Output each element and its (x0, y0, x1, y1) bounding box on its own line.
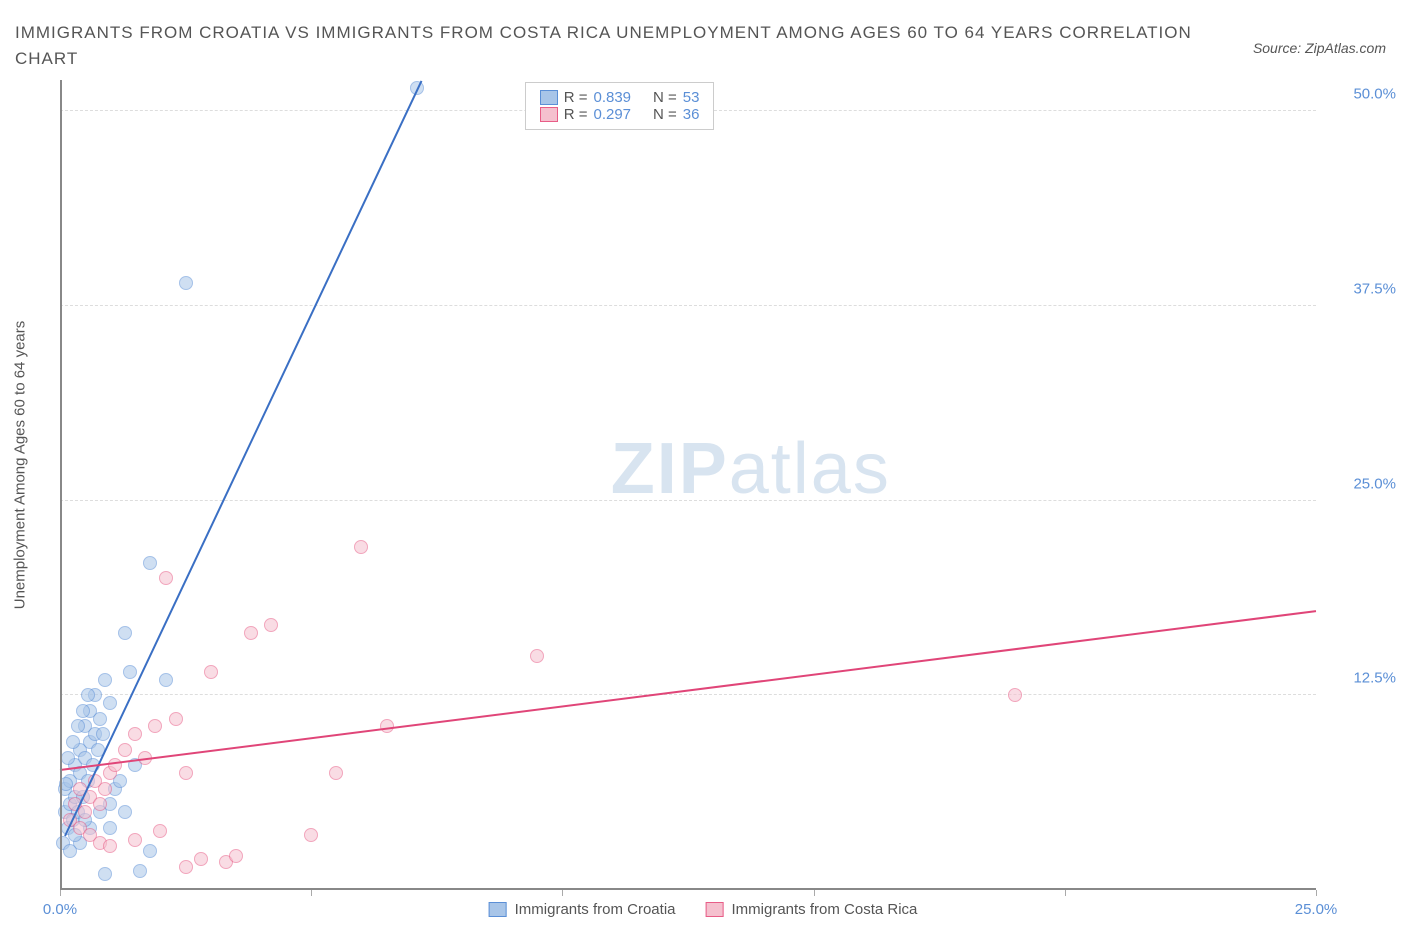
trend-line (64, 81, 423, 837)
x-tick-label: 0.0% (43, 901, 77, 918)
scatter-point (264, 618, 278, 632)
scatter-point (133, 864, 147, 878)
scatter-point (118, 743, 132, 757)
legend-swatch (706, 902, 724, 917)
scatter-point (98, 867, 112, 881)
series-legend-item: Immigrants from Croatia (489, 901, 676, 918)
scatter-point (128, 833, 142, 847)
legend-swatch (540, 107, 558, 122)
scatter-point (76, 704, 90, 718)
chart-title: IMMIGRANTS FROM CROATIA VS IMMIGRANTS FR… (15, 20, 1206, 71)
scatter-point (204, 665, 218, 679)
y-tick-label: 25.0% (1353, 475, 1396, 492)
scatter-point (66, 735, 80, 749)
legend-n-label: N = (653, 106, 677, 123)
scatter-point (1008, 688, 1022, 702)
y-axis-line (60, 80, 62, 890)
scatter-point (179, 766, 193, 780)
scatter-point (118, 626, 132, 640)
scatter-point (61, 751, 75, 765)
scatter-point (93, 797, 107, 811)
scatter-point (63, 844, 77, 858)
y-axis-label: Unemployment Among Ages 60 to 64 years (12, 321, 29, 610)
legend-r-value: 0.297 (593, 106, 631, 123)
series-name: Immigrants from Costa Rica (732, 901, 918, 918)
x-tick-mark (60, 890, 61, 896)
scatter-point (179, 276, 193, 290)
y-tick-label: 50.0% (1353, 86, 1396, 103)
legend-r-value: 0.839 (593, 89, 631, 106)
legend-row: R = 0.839 N = 53 (540, 89, 700, 106)
scatter-point (169, 712, 183, 726)
scatter-point (148, 719, 162, 733)
scatter-point (103, 839, 117, 853)
correlation-legend: R = 0.839 N = 53 R = 0.297 N = 36 (525, 82, 715, 130)
scatter-point (98, 673, 112, 687)
scatter-point (103, 696, 117, 710)
scatter-point (98, 782, 112, 796)
scatter-point (143, 556, 157, 570)
source-citation: Source: ZipAtlas.com (1253, 40, 1386, 56)
scatter-point (143, 844, 157, 858)
x-tick-mark (311, 890, 312, 896)
y-tick-label: 37.5% (1353, 280, 1396, 297)
scatter-point (96, 727, 110, 741)
scatter-point (128, 727, 142, 741)
scatter-point (159, 571, 173, 585)
x-tick-mark (1065, 890, 1066, 896)
scatter-point (179, 860, 193, 874)
legend-swatch (489, 902, 507, 917)
legend-n-value: 36 (683, 106, 700, 123)
y-tick-label: 12.5% (1353, 670, 1396, 687)
scatter-point (71, 719, 85, 733)
legend-row: R = 0.297 N = 36 (540, 106, 700, 123)
legend-r-label: R = (564, 89, 588, 106)
scatter-point (194, 852, 208, 866)
scatter-point (103, 821, 117, 835)
scatter-point (81, 688, 95, 702)
scatter-point (123, 665, 137, 679)
gridline (60, 694, 1316, 695)
scatter-point (530, 649, 544, 663)
legend-n-label: N = (653, 89, 677, 106)
series-legend: Immigrants from Croatia Immigrants from C… (489, 901, 918, 918)
x-tick-mark (562, 890, 563, 896)
x-axis-line (60, 888, 1316, 890)
scatter-point (329, 766, 343, 780)
scatter-point (78, 805, 92, 819)
scatter-point (93, 712, 107, 726)
series-name: Immigrants from Croatia (515, 901, 676, 918)
x-tick-label: 25.0% (1295, 901, 1338, 918)
scatter-point (118, 805, 132, 819)
scatter-point (159, 673, 173, 687)
scatter-point (304, 828, 318, 842)
x-tick-mark (1316, 890, 1317, 896)
scatter-point (153, 824, 167, 838)
chart-plot-area: ZIPatlas 12.5%25.0%37.5%50.0%0.0%25.0% R… (60, 80, 1316, 890)
scatter-point (354, 540, 368, 554)
x-tick-mark (814, 890, 815, 896)
gridline (60, 500, 1316, 501)
legend-r-label: R = (564, 106, 588, 123)
legend-swatch (540, 90, 558, 105)
legend-n-value: 53 (683, 89, 700, 106)
scatter-point (244, 626, 258, 640)
scatter-point (229, 849, 243, 863)
series-legend-item: Immigrants from Costa Rica (706, 901, 918, 918)
gridline (60, 305, 1316, 306)
